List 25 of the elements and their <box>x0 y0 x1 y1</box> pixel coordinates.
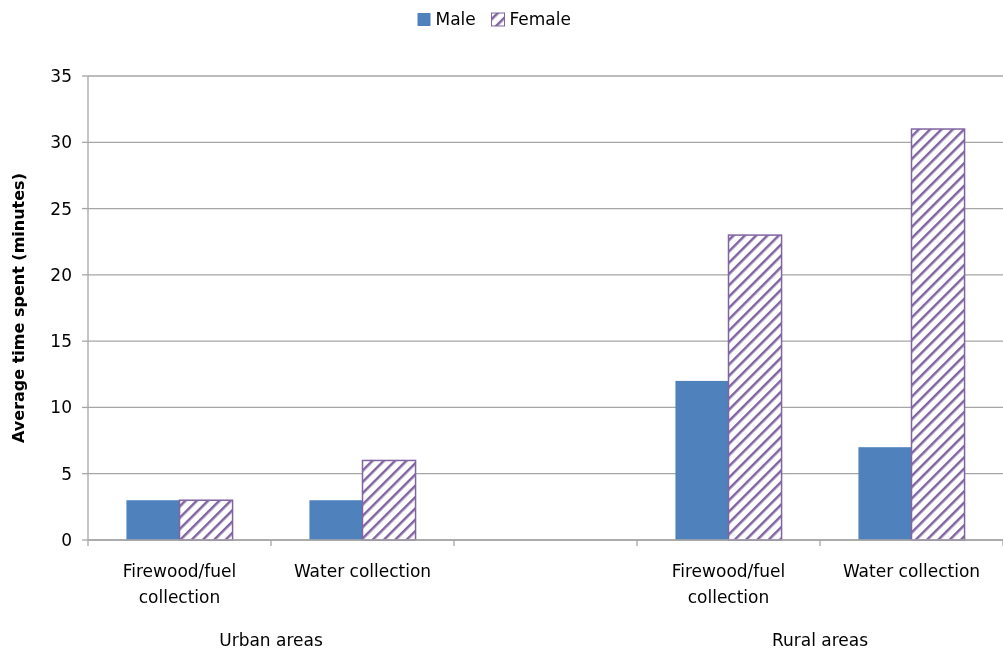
text: Rural areas <box>771 630 869 650</box>
x-tick-label: Firewood/fuel collection <box>671 561 786 607</box>
bar <box>858 447 912 540</box>
y-tick-label: 5 <box>61 463 72 484</box>
bar <box>126 500 180 540</box>
y-tick-label: 0 <box>61 529 72 550</box>
y-axis-title: Average time spent (minutes) <box>9 173 28 443</box>
bar <box>910 128 966 541</box>
legend-label: Male <box>435 9 476 29</box>
y-tick-label: 20 <box>50 264 72 285</box>
bar <box>309 500 363 540</box>
text: Urban areas <box>219 630 323 650</box>
bar <box>361 459 417 541</box>
bar <box>727 234 783 541</box>
legend-label: Female <box>509 9 571 29</box>
y-tick-label: 15 <box>50 331 72 352</box>
x-tick-label: Firewood/fuel collection <box>122 561 237 607</box>
bar <box>178 499 234 541</box>
bar <box>675 380 729 540</box>
y-tick-label: 35 <box>50 65 72 86</box>
y-tick-label: 30 <box>50 132 72 153</box>
x-tick-label: Water collection <box>293 561 432 581</box>
x-tick-label: Water collection <box>842 561 981 581</box>
y-tick-label: 10 <box>50 397 72 418</box>
y-tick-label: 25 <box>50 198 72 219</box>
